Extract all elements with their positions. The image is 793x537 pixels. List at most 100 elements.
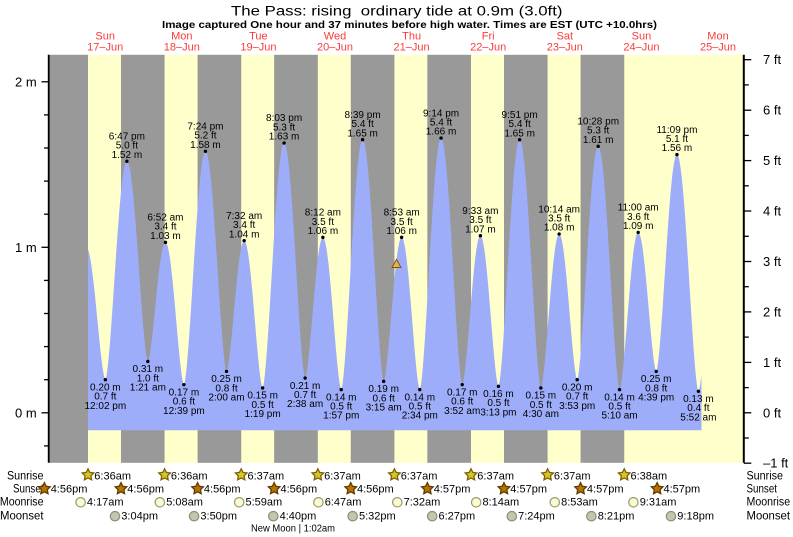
svg-text:0.15 m: 0.15 m (526, 391, 557, 402)
svg-text:24–Jun: 24–Jun (623, 41, 659, 53)
svg-text:23–Jun: 23–Jun (547, 41, 583, 53)
svg-text:5.1 ft: 5.1 ft (666, 134, 688, 145)
svg-text:Sunset: Sunset (13, 484, 44, 496)
svg-text:6:37am: 6:37am (248, 470, 285, 482)
svg-text:9:51 pm: 9:51 pm (502, 110, 538, 121)
svg-text:0.25 m: 0.25 m (211, 374, 242, 385)
svg-text:1:21 am: 1:21 am (130, 383, 166, 394)
svg-text:4:30 am: 4:30 am (523, 409, 559, 420)
svg-text:Wed: Wed (324, 30, 346, 42)
svg-text:18–Jun: 18–Jun (164, 41, 200, 53)
svg-text:8:14am: 8:14am (483, 497, 520, 509)
svg-text:0.6 ft: 0.6 ft (173, 397, 195, 408)
svg-text:5:52 am: 5:52 am (680, 412, 716, 423)
svg-text:0.5 ft: 0.5 ft (251, 400, 273, 411)
svg-text:1.07 m: 1.07 m (465, 224, 496, 235)
svg-text:0.20 m: 0.20 m (562, 382, 593, 393)
svg-text:0.7 ft: 0.7 ft (566, 392, 588, 403)
svg-text:4:57pm: 4:57pm (510, 484, 547, 496)
svg-text:5 ft: 5 ft (763, 153, 781, 168)
svg-text:4:56pm: 4:56pm (204, 484, 241, 496)
svg-text:6:37am: 6:37am (324, 470, 361, 482)
svg-text:12:02 pm: 12:02 pm (84, 401, 126, 412)
svg-text:5.0 ft: 5.0 ft (116, 141, 138, 152)
svg-text:0 m: 0 m (15, 406, 37, 421)
svg-text:5.4 ft: 5.4 ft (351, 119, 373, 130)
svg-text:6:37am: 6:37am (401, 470, 438, 482)
svg-text:0.8 ft: 0.8 ft (645, 383, 667, 394)
svg-text:0.5 ft: 0.5 ft (530, 400, 552, 411)
svg-text:0.7 ft: 0.7 ft (94, 392, 116, 403)
svg-text:0.25 m: 0.25 m (641, 374, 672, 385)
svg-text:Sat: Sat (557, 30, 574, 42)
svg-text:5.3 ft: 5.3 ft (273, 122, 295, 133)
svg-text:1.52 m: 1.52 m (112, 150, 143, 161)
svg-text:Fri: Fri (482, 30, 495, 42)
svg-text:17–Jun: 17–Jun (87, 41, 123, 53)
svg-text:6:37am: 6:37am (554, 470, 591, 482)
svg-text:4:57pm: 4:57pm (434, 484, 471, 496)
svg-text:12:39 pm: 12:39 pm (163, 406, 205, 417)
svg-text:6:36am: 6:36am (94, 470, 131, 482)
svg-text:6:52 am: 6:52 am (147, 213, 183, 224)
svg-text:4:57pm: 4:57pm (587, 484, 624, 496)
svg-text:6:38am: 6:38am (631, 470, 668, 482)
svg-text:Moonset: Moonset (0, 510, 44, 522)
svg-text:6:37am: 6:37am (477, 470, 514, 482)
svg-text:25–Jun: 25–Jun (700, 41, 736, 53)
svg-text:21–Jun: 21–Jun (394, 41, 430, 53)
svg-text:3.5 ft: 3.5 ft (391, 217, 413, 228)
svg-text:0.16 m: 0.16 m (483, 389, 514, 400)
svg-text:New Moon | 1:02am: New Moon | 1:02am (251, 523, 335, 534)
svg-text:3.5 ft: 3.5 ft (312, 217, 334, 228)
svg-text:7:24 pm: 7:24 pm (187, 122, 223, 133)
svg-text:0.31 m: 0.31 m (133, 364, 164, 375)
svg-text:1:19 pm: 1:19 pm (245, 409, 281, 420)
svg-text:2 m: 2 m (15, 75, 37, 90)
svg-text:3.6 ft: 3.6 ft (627, 212, 649, 223)
svg-text:4:57pm: 4:57pm (664, 484, 701, 496)
svg-text:1.58 m: 1.58 m (190, 140, 221, 151)
svg-text:0.8 ft: 0.8 ft (215, 383, 237, 394)
svg-text:Thu: Thu (402, 30, 421, 42)
svg-text:Moonrise: Moonrise (747, 497, 791, 509)
svg-text:Sun: Sun (95, 30, 115, 42)
svg-text:10:14 am: 10:14 am (538, 204, 580, 215)
svg-text:4:56pm: 4:56pm (281, 484, 318, 496)
svg-text:Mon: Mon (171, 30, 192, 42)
svg-text:6:36am: 6:36am (171, 470, 208, 482)
svg-text:–1 ft: –1 ft (763, 456, 789, 471)
svg-text:6:47am: 6:47am (325, 497, 362, 509)
svg-text:0.5 ft: 0.5 ft (409, 402, 431, 413)
svg-text:1.03 m: 1.03 m (150, 231, 181, 242)
svg-text:1.63 m: 1.63 m (269, 132, 300, 143)
svg-text:0.6 ft: 0.6 ft (451, 397, 473, 408)
svg-text:1.56 m: 1.56 m (662, 143, 693, 154)
svg-text:0.5 ft: 0.5 ft (487, 398, 509, 409)
svg-text:8:12 am: 8:12 am (305, 208, 341, 219)
svg-text:8:53 am: 8:53 am (384, 208, 420, 219)
svg-text:1.09 m: 1.09 m (623, 221, 654, 232)
svg-text:3 ft: 3 ft (763, 254, 781, 269)
svg-text:7:32am: 7:32am (404, 497, 441, 509)
svg-text:4:40pm: 4:40pm (280, 510, 317, 522)
svg-text:0.17 m: 0.17 m (169, 387, 200, 398)
svg-text:0.20 m: 0.20 m (90, 382, 121, 393)
svg-text:0.17 m: 0.17 m (447, 387, 478, 398)
svg-text:3:15 am: 3:15 am (366, 402, 402, 413)
svg-text:4:56pm: 4:56pm (127, 484, 164, 496)
svg-text:3.4 ft: 3.4 ft (233, 220, 255, 231)
svg-text:3:04pm: 3:04pm (121, 510, 158, 522)
svg-text:10:28 pm: 10:28 pm (577, 117, 619, 128)
svg-text:7:24pm: 7:24pm (518, 510, 555, 522)
svg-text:The Pass: rising ordinary tid: The Pass: rising ordinary tide at 0.9m (… (231, 3, 563, 18)
svg-text:4:56pm: 4:56pm (357, 484, 394, 496)
svg-text:4 ft: 4 ft (763, 204, 781, 219)
svg-text:7 ft: 7 ft (763, 52, 781, 67)
svg-text:1.61 m: 1.61 m (583, 135, 614, 146)
svg-text:Mon: Mon (707, 30, 728, 42)
svg-text:1.65 m: 1.65 m (504, 128, 535, 139)
svg-text:4:17am: 4:17am (87, 497, 124, 509)
svg-text:11:00 am: 11:00 am (618, 203, 659, 214)
svg-text:6:27pm: 6:27pm (439, 510, 476, 522)
